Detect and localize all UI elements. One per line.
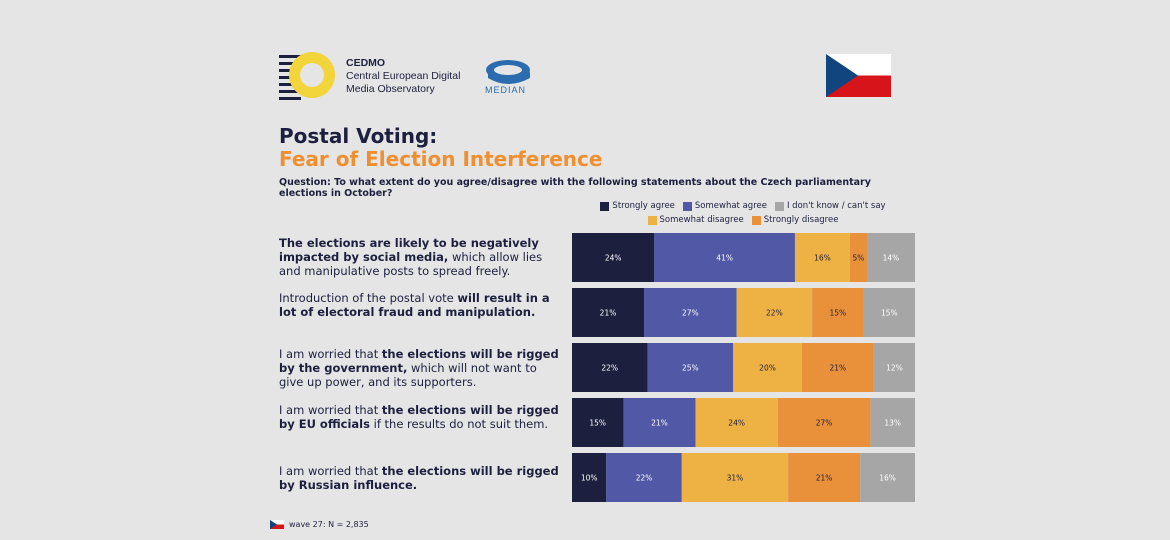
legend-item-somewhat-agree: Somewhat agree bbox=[682, 201, 767, 211]
data-label: 14% bbox=[883, 254, 900, 263]
bar-segment-strongly-agree bbox=[572, 233, 655, 282]
statement-3: I am worried that the elections will be … bbox=[279, 347, 559, 389]
bar-segment-dont-know bbox=[870, 398, 915, 447]
cedmo-line3: Media Observatory bbox=[346, 83, 435, 95]
data-label: 22% bbox=[636, 474, 653, 483]
bar-segment-dont-know bbox=[866, 233, 915, 282]
bar-segment-strongly-disagree bbox=[812, 288, 864, 337]
statement-4: I am worried that the elections will be … bbox=[279, 403, 559, 431]
data-label: 22% bbox=[766, 309, 783, 318]
data-label: 10% bbox=[581, 474, 598, 483]
legend-label: I don't know / can't say bbox=[786, 201, 886, 211]
data-label: 21% bbox=[829, 364, 846, 373]
data-label: 15% bbox=[829, 309, 846, 318]
bar-segment-dont-know bbox=[860, 453, 915, 502]
czech-flag-small-icon bbox=[270, 520, 284, 529]
legend-swatch bbox=[774, 201, 784, 211]
bar-segment-dont-know bbox=[873, 343, 915, 392]
bar-segment-somewhat-disagree bbox=[794, 233, 850, 282]
bar-segment-somewhat-agree bbox=[623, 398, 696, 447]
legend-swatch bbox=[647, 215, 657, 225]
median-name: MEDIAN bbox=[485, 85, 527, 95]
data-label: 5% bbox=[852, 254, 864, 263]
legend-swatch bbox=[751, 215, 761, 225]
bar-segment-somewhat-disagree bbox=[736, 288, 813, 337]
data-label: 15% bbox=[589, 419, 606, 428]
legend-swatch bbox=[600, 201, 610, 211]
data-label: 15% bbox=[881, 309, 898, 318]
legend-item-somewhat-disagree: Somewhat disagree bbox=[647, 215, 744, 225]
data-label: 27% bbox=[816, 419, 833, 428]
data-label: 13% bbox=[884, 419, 901, 428]
data-label: 41% bbox=[716, 254, 733, 263]
sample-size-note: wave 27: N = 2,835 bbox=[289, 520, 369, 529]
statement-1: The elections are likely to be negativel… bbox=[279, 236, 543, 278]
data-label: 25% bbox=[682, 364, 699, 373]
bar-segment-strongly-disagree bbox=[801, 343, 874, 392]
title-line-1: Postal Voting: bbox=[279, 124, 438, 148]
cedmo-line2: Central European Digital bbox=[346, 70, 461, 82]
statement-5: I am worried that the elections will be … bbox=[279, 464, 559, 492]
czech-flag-icon bbox=[826, 54, 891, 97]
bar-segment-strongly-disagree bbox=[788, 453, 861, 502]
data-label: 27% bbox=[682, 309, 699, 318]
legend-label: Somewhat agree bbox=[694, 201, 767, 211]
bar-segment-strongly-agree bbox=[572, 288, 645, 337]
legend-item-strongly-agree: Strongly agree bbox=[600, 201, 675, 211]
bar-segment-dont-know bbox=[863, 288, 915, 337]
data-label: 21% bbox=[651, 419, 668, 428]
chart-legend: Strongly agree Somewhat agree I don't kn… bbox=[583, 201, 903, 229]
data-label: 16% bbox=[879, 474, 896, 483]
bar-segment-somewhat-agree bbox=[654, 233, 795, 282]
bar-segment-strongly-agree bbox=[572, 343, 648, 392]
legend-label: Strongly agree bbox=[612, 201, 675, 211]
bar-segment-somewhat-agree bbox=[644, 288, 737, 337]
bar-segment-somewhat-agree bbox=[647, 343, 734, 392]
legend-swatch bbox=[682, 201, 692, 211]
legend-label: Somewhat disagree bbox=[659, 215, 744, 225]
cedmo-logo bbox=[279, 52, 343, 100]
cedmo-name: CEDMO bbox=[346, 57, 386, 69]
statement-2: Introduction of the postal vote will res… bbox=[279, 291, 550, 319]
legend-item-dont-know: I don't know / can't say bbox=[774, 201, 886, 211]
legend-item-strongly-disagree: Strongly disagree bbox=[751, 215, 839, 225]
title-line-2: Fear of Election Interference bbox=[279, 147, 603, 171]
bar-segment-strongly-agree bbox=[572, 398, 624, 447]
data-label: 12% bbox=[886, 364, 903, 373]
data-label: 21% bbox=[600, 309, 617, 318]
bar-segment-somewhat-agree bbox=[606, 453, 682, 502]
bar-segment-somewhat-disagree bbox=[681, 453, 789, 502]
bar-segment-strongly-agree bbox=[572, 453, 607, 502]
bar-segment-strongly-disagree bbox=[849, 233, 867, 282]
data-label: 21% bbox=[816, 474, 833, 483]
data-label: 24% bbox=[605, 254, 622, 263]
cedmo-wordmark: CEDMO Central European Digital Media Obs… bbox=[346, 57, 460, 96]
footer: wave 27: N = 2,835 bbox=[270, 520, 369, 529]
data-label: 31% bbox=[727, 474, 744, 483]
data-label: 20% bbox=[759, 364, 776, 373]
legend-label: Strongly disagree bbox=[763, 215, 839, 225]
data-label: 22% bbox=[601, 364, 618, 373]
bar-segment-strongly-disagree bbox=[777, 398, 871, 447]
data-label: 16% bbox=[814, 254, 831, 263]
bar-segment-somewhat-disagree bbox=[695, 398, 778, 447]
question-text: Question: To what extent do you agree/di… bbox=[279, 177, 871, 199]
data-label: 24% bbox=[728, 419, 745, 428]
bar-segment-somewhat-disagree bbox=[733, 343, 802, 392]
median-logo-icon bbox=[486, 60, 530, 84]
